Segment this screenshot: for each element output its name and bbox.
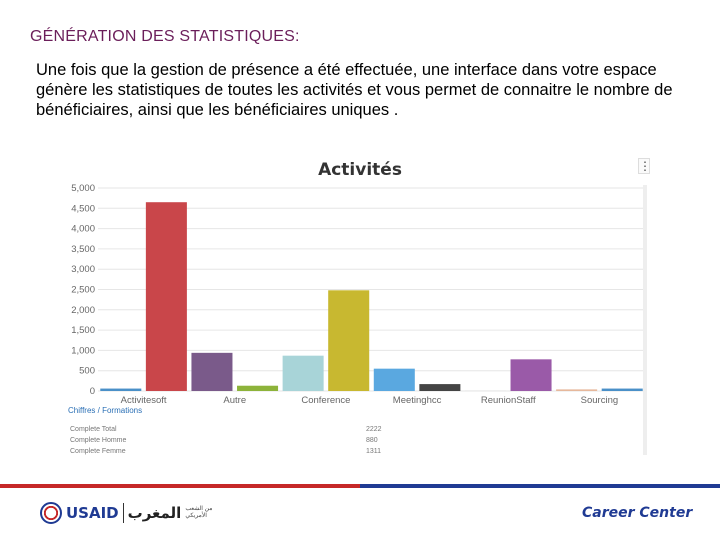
info-row: Complete Femme 1311: [70, 448, 400, 459]
info-value: 880: [366, 437, 378, 444]
bar[interactable]: [419, 384, 461, 391]
info-table: Complete Total 2222 Complete Homme 880 C…: [70, 426, 400, 459]
slide-title: GÉNÉRATION DES STATISTIQUES:: [30, 28, 300, 45]
info-label: Complete Homme: [70, 437, 127, 444]
chart-title: Activités: [318, 160, 402, 180]
y-tick-label: 2,000: [71, 305, 95, 316]
bar-chart: 0 500 1,000 1,500 2,000 2,500 3,000 3,500 4,000 4…: [71, 183, 645, 406]
arabic-subtitle: من الشعب الأمريكي: [185, 506, 213, 519]
y-tick-label: 1,000: [71, 345, 95, 356]
bar[interactable]: [191, 352, 233, 391]
bar[interactable]: [328, 290, 370, 391]
slide-body-text: Une fois que la gestion de présence a ét…: [36, 61, 673, 119]
x-tick-label: ReunionStaff: [481, 395, 536, 406]
arabic-wordmark: المغرب: [127, 504, 182, 522]
bar[interactable]: [510, 359, 552, 391]
bar[interactable]: [100, 388, 142, 391]
info-row: Complete Total 2222: [70, 426, 400, 437]
chart-menu-icon[interactable]: ⋮: [638, 158, 651, 174]
y-tick-label: 3,000: [71, 264, 95, 275]
y-tick-label: 4,500: [71, 203, 95, 214]
info-row: Complete Homme 880: [70, 437, 400, 448]
tab-chiffres-formations[interactable]: Chiffres / Formations: [68, 406, 143, 415]
y-tick-label: 0: [90, 386, 95, 397]
x-tick-label: Sourcing: [581, 395, 619, 406]
bar[interactable]: [601, 388, 643, 391]
x-tick-label: Autre: [223, 395, 246, 406]
bar[interactable]: [145, 202, 187, 391]
logo-separator: [122, 503, 124, 523]
usaid-wordmark: USAID: [66, 504, 119, 522]
scrollbar[interactable]: [643, 185, 647, 455]
usaid-logo: USAID المغرب من الشعب الأمريكي: [40, 500, 225, 526]
x-tick-label: Conference: [301, 395, 350, 406]
info-label: Complete Total: [70, 426, 117, 433]
y-tick-label: 1,500: [71, 325, 95, 336]
bar[interactable]: [556, 389, 598, 391]
x-tick-label: Meetinghcc: [393, 395, 442, 406]
chart-container: Activités ⋮ 0 500 1,000 1,500 2,000 2,500 3,00…: [60, 150, 651, 465]
bar[interactable]: [464, 390, 506, 392]
y-tick-label: 2,500: [71, 285, 95, 296]
info-value: 2222: [366, 426, 382, 433]
y-tick-label: 3,500: [71, 244, 95, 255]
usaid-seal-icon: [40, 502, 62, 524]
x-tick-label: Activitesoft: [121, 395, 167, 406]
bar[interactable]: [373, 368, 415, 391]
y-tick-label: 5,000: [71, 183, 95, 194]
info-label: Complete Femme: [70, 448, 126, 455]
career-center-logo: Career Center: [582, 505, 693, 521]
footer-divider: [0, 484, 720, 488]
bar[interactable]: [237, 385, 279, 391]
info-value: 1311: [366, 448, 382, 455]
y-tick-label: 500: [79, 366, 95, 377]
bar[interactable]: [282, 355, 324, 391]
y-tick-label: 4,000: [71, 224, 95, 235]
